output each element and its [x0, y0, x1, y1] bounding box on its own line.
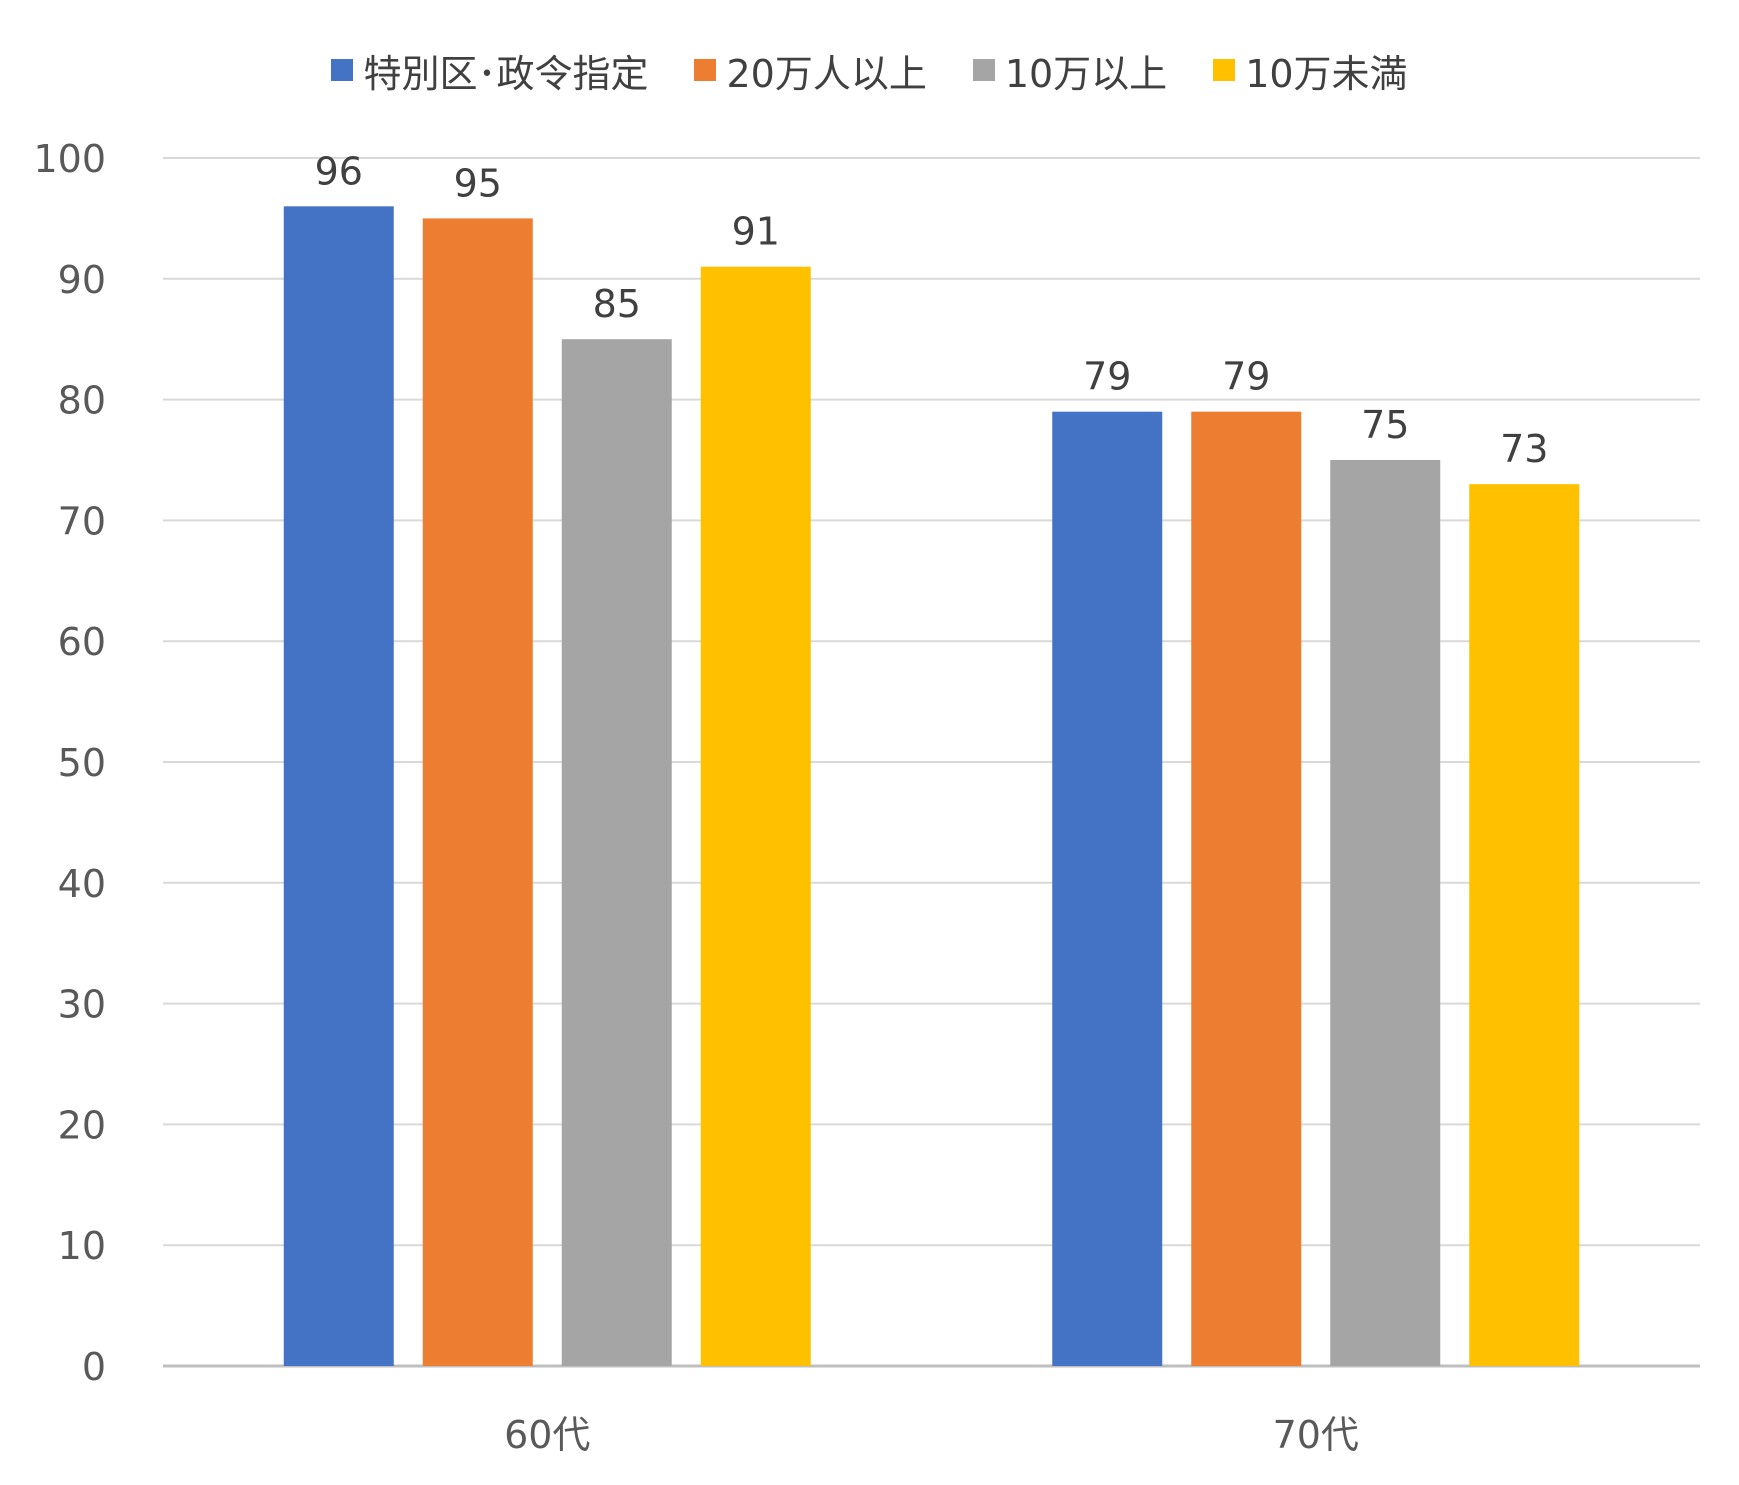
y-tick-label: 20 — [58, 1103, 106, 1147]
bar — [700, 266, 811, 1367]
y-tick-label: 40 — [58, 862, 106, 906]
gridlines — [163, 157, 1700, 1368]
legend-item: 20万人以上 — [694, 43, 927, 98]
x-axis-tick-labels: 60代 70代 — [504, 1413, 1359, 1457]
y-tick-label: 80 — [58, 379, 106, 423]
legend-label: 特別区･政令指定 — [363, 51, 649, 96]
data-label: 95 — [454, 161, 502, 205]
y-tick-label: 100 — [33, 137, 106, 181]
legend-label: 20万人以上 — [726, 51, 927, 96]
bar — [283, 206, 394, 1366]
bar — [1191, 411, 1302, 1366]
legend-item: 10万以上 — [972, 43, 1168, 98]
bar — [1330, 460, 1441, 1366]
bars — [283, 206, 1580, 1367]
legend: 特別区･政令指定 20万人以上 10万以上 10万未満 — [0, 38, 1739, 102]
bar — [1469, 484, 1580, 1366]
bar — [1052, 411, 1163, 1366]
legend-item: 特別区･政令指定 — [331, 43, 648, 98]
bar — [561, 339, 672, 1367]
data-label: 79 — [1083, 355, 1131, 399]
x-tick-label: 60代 — [504, 1413, 590, 1457]
legend-label: 10万未満 — [1245, 51, 1408, 96]
data-label: 85 — [593, 282, 641, 326]
data-label: 96 — [315, 149, 363, 193]
legend-swatch — [694, 59, 717, 81]
y-tick-label: 90 — [58, 258, 106, 302]
y-tick-label: 50 — [58, 741, 106, 785]
y-tick-label: 70 — [58, 499, 106, 543]
y-axis-tick-labels: 0 10 20 30 40 50 60 70 80 90 100 — [33, 137, 106, 1389]
data-label: 75 — [1361, 403, 1409, 447]
y-tick-label: 30 — [58, 983, 106, 1027]
data-labels: 96 95 85 91 79 79 75 73 — [315, 149, 1549, 471]
data-label: 91 — [732, 210, 780, 254]
legend-swatch — [331, 59, 354, 81]
data-label: 73 — [1500, 427, 1548, 471]
y-tick-label: 10 — [58, 1224, 106, 1268]
legend-label: 10万以上 — [1004, 51, 1168, 96]
bar — [422, 218, 533, 1366]
y-tick-label: 0 — [82, 1345, 106, 1389]
data-label: 79 — [1222, 355, 1270, 399]
x-tick-label: 70代 — [1273, 1413, 1359, 1457]
legend-item: 10万未満 — [1213, 43, 1408, 98]
legend-swatch — [1213, 59, 1236, 81]
y-tick-label: 60 — [58, 620, 106, 664]
legend-swatch — [972, 59, 995, 81]
